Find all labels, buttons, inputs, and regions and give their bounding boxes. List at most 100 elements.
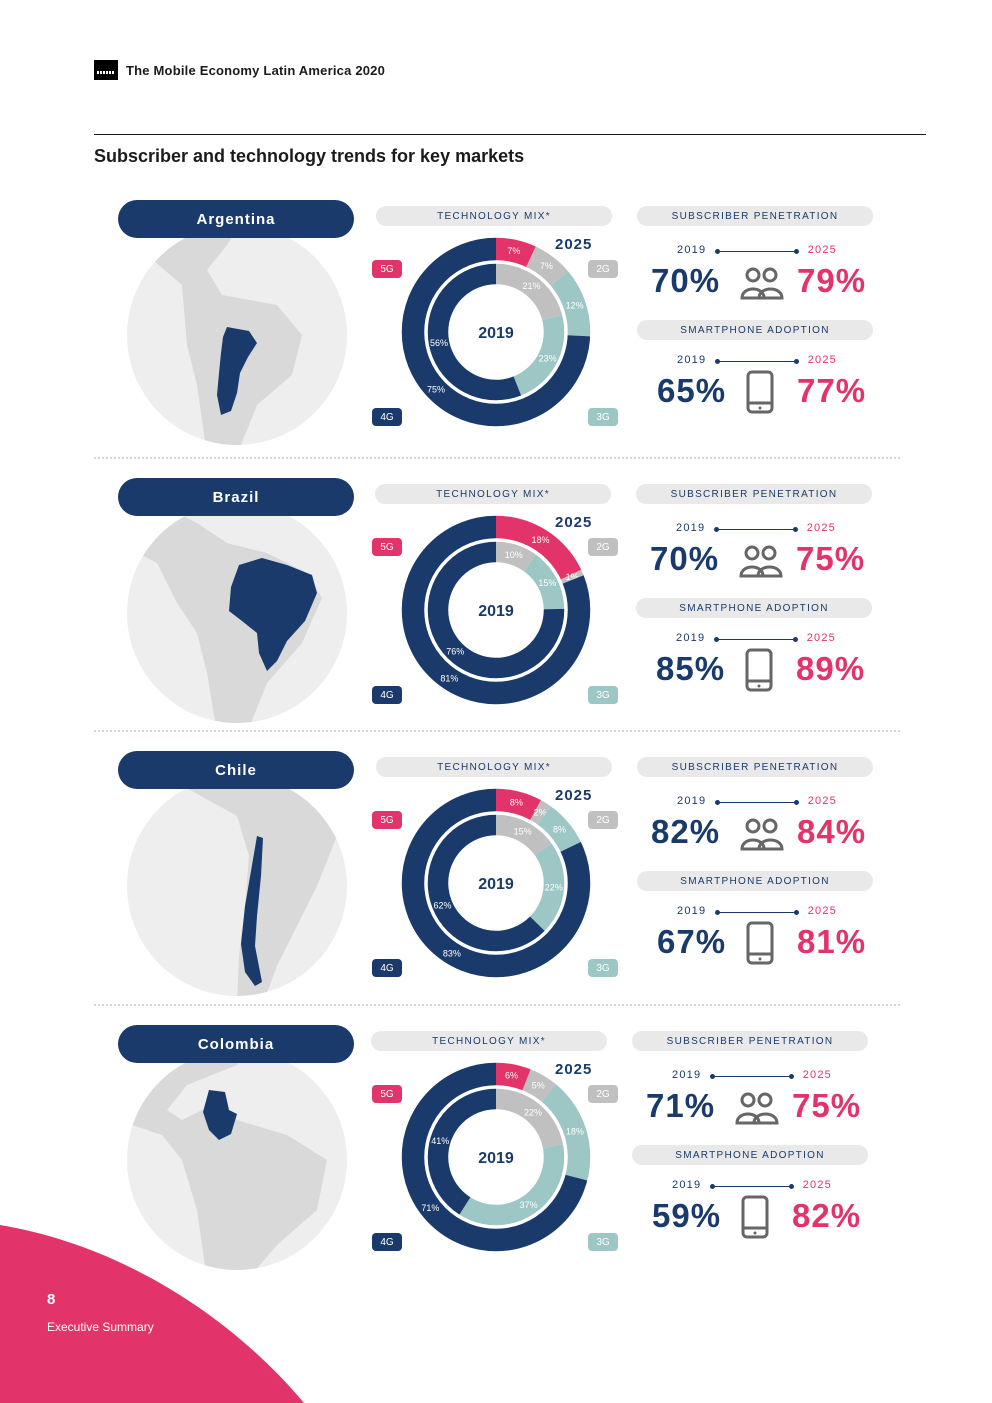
timeline-arrow xyxy=(715,910,799,915)
legend-4g: 4G xyxy=(372,1233,402,1251)
ring-2019-slice-4g xyxy=(427,263,522,401)
smartphone-adoption-label: SMARTPHONE ADOPTION xyxy=(632,1145,868,1165)
ring-2025-slice-2g xyxy=(521,1068,557,1103)
timeline-start-year: 2019 xyxy=(677,795,707,807)
section-divider xyxy=(94,1004,900,1006)
legend-2g: 2G xyxy=(588,260,618,278)
market-panel: Chile TECHNOLOGY MIX* 2025 5G 2G 4G 3G S… xyxy=(0,751,992,1001)
ring-2019-label-2g: 22% xyxy=(524,1107,542,1117)
subscriber-penetration-2025: 75% xyxy=(796,540,866,577)
smartphone-timeline: 2019 2025 xyxy=(677,354,837,368)
document-header: The Mobile Economy Latin America 2020 xyxy=(94,60,385,80)
section-divider xyxy=(94,457,900,459)
legend-2g: 2G xyxy=(588,1085,618,1103)
legend-3g: 3G xyxy=(588,408,618,426)
ring-2019-slice-2g xyxy=(495,263,563,321)
year-2019-center-label: 2019 xyxy=(478,325,514,342)
timeline-arrow xyxy=(715,800,799,805)
legend-2g: 2G xyxy=(588,538,618,556)
technology-mix-donut-chart: 7% 7% 12% 75% 21% 23% 56% 2019 xyxy=(400,236,592,428)
ring-2025-slice-4g xyxy=(401,515,591,705)
ring-2025-label-2g: 5% xyxy=(532,1081,545,1091)
ring-2025-label-5g: 7% xyxy=(507,246,520,256)
smartphone-adoption-2019: 59% xyxy=(652,1197,722,1234)
ring-2025-slice-5g xyxy=(495,1062,531,1092)
globe-map-icon xyxy=(127,503,347,723)
technology-mix-donut-chart: 6% 5% 18% 71% 22% 37% 41% 2019 xyxy=(400,1061,592,1253)
technology-mix-label: TECHNOLOGY MIX* xyxy=(375,484,611,504)
ring-2019-slice-2g xyxy=(495,1088,564,1149)
subscriber-penetration-label: SUBSCRIBER PENETRATION xyxy=(637,757,873,777)
ring-2019-label-4g: 62% xyxy=(433,900,451,910)
legend-5g: 5G xyxy=(372,538,402,556)
market-panel: Argentina TECHNOLOGY MIX* 2025 5G 2G 4G … xyxy=(0,200,992,450)
ring-2025-slice-3g xyxy=(537,805,582,853)
year-2025-label: 2025 xyxy=(555,514,593,531)
timeline-start-year: 2019 xyxy=(672,1069,702,1081)
globe-map-icon xyxy=(127,225,347,445)
people-icon xyxy=(738,542,784,585)
subscriber-penetration-2019: 70% xyxy=(651,262,721,299)
page-number: 8 xyxy=(47,1291,56,1308)
ring-2025-slice-3g xyxy=(540,1083,591,1181)
technology-mix-donut-chart: 8% 2% 8% 83% 15% 22% 62% 2019 xyxy=(400,787,592,979)
subscriber-timeline: 2019 2025 xyxy=(672,1069,832,1083)
ring-2019-slice-3g xyxy=(459,1144,565,1226)
timeline-start-year: 2019 xyxy=(672,1179,702,1191)
section-divider xyxy=(94,730,900,732)
ring-2025-slice-5g xyxy=(495,237,537,268)
ring-2025-label-5g: 6% xyxy=(505,1070,518,1080)
timeline-start-year: 2019 xyxy=(677,905,707,917)
smartphone-icon xyxy=(744,648,774,697)
legend-5g: 5G xyxy=(372,1085,402,1103)
section-title: Subscriber and technology trends for key… xyxy=(94,146,525,166)
ring-2025-label-3g: 12% xyxy=(566,300,584,310)
ring-2025-label-2g: 7% xyxy=(540,261,553,271)
subscriber-penetration-2025: 84% xyxy=(797,813,867,850)
ring-2025-slice-4g xyxy=(401,1062,589,1252)
timeline-end-year: 2025 xyxy=(802,1179,832,1191)
ring-2019-slice-4g xyxy=(427,814,546,952)
timeline-arrow xyxy=(715,249,799,254)
timeline-start-year: 2019 xyxy=(677,354,707,366)
technology-mix-donut-chart: 18% 1% 81% 10% 15% 76% 2019 xyxy=(400,514,592,706)
smartphone-adoption-label: SMARTPHONE ADOPTION xyxy=(637,320,873,340)
subscriber-penetration-2019: 82% xyxy=(651,813,721,850)
technology-mix-label: TECHNOLOGY MIX* xyxy=(376,757,612,777)
legend-2g: 2G xyxy=(588,811,618,829)
subscriber-penetration-label: SUBSCRIBER PENETRATION xyxy=(636,484,872,504)
page-section-label: Executive Summary xyxy=(47,1320,154,1334)
smartphone-icon xyxy=(745,370,775,419)
timeline-end-year: 2025 xyxy=(807,244,837,256)
subscriber-penetration-label: SUBSCRIBER PENETRATION xyxy=(637,206,873,226)
ring-2025-slice-4g xyxy=(401,788,591,978)
ring-2025-label-4g: 81% xyxy=(440,674,458,684)
subscriber-timeline: 2019 2025 xyxy=(677,795,837,809)
people-icon xyxy=(739,264,785,307)
subscriber-penetration-2025: 79% xyxy=(797,262,867,299)
smartphone-icon xyxy=(740,1195,770,1244)
timeline-arrow xyxy=(710,1074,794,1079)
subscriber-penetration-2025: 75% xyxy=(792,1087,862,1124)
year-2019-center-label: 2019 xyxy=(478,1150,514,1167)
year-2025-label: 2025 xyxy=(555,787,593,804)
ring-2019-label-3g: 37% xyxy=(520,1200,538,1210)
legend-5g: 5G xyxy=(372,811,402,829)
ring-2019-slice-4g xyxy=(427,541,565,679)
people-icon xyxy=(739,815,785,858)
smartphone-adoption-2019: 67% xyxy=(657,923,727,960)
ring-2019-slice-4g xyxy=(427,1088,497,1216)
ring-2019-slice-2g xyxy=(495,541,537,573)
ring-2019-slice-3g xyxy=(512,314,565,397)
timeline-end-year: 2025 xyxy=(806,632,836,644)
country-name: Chile xyxy=(118,751,354,789)
timeline-end-year: 2025 xyxy=(807,354,837,366)
ring-2025-slice-4g xyxy=(401,237,591,427)
legend-5g: 5G xyxy=(372,260,402,278)
subscriber-penetration-label: SUBSCRIBER PENETRATION xyxy=(632,1031,868,1051)
timeline-arrow xyxy=(710,1184,794,1189)
subscriber-penetration-2019: 70% xyxy=(650,540,720,577)
ring-2025-label-5g: 8% xyxy=(510,798,523,808)
ring-2019-label-4g: 76% xyxy=(446,646,464,656)
year-2025-label: 2025 xyxy=(555,236,593,253)
